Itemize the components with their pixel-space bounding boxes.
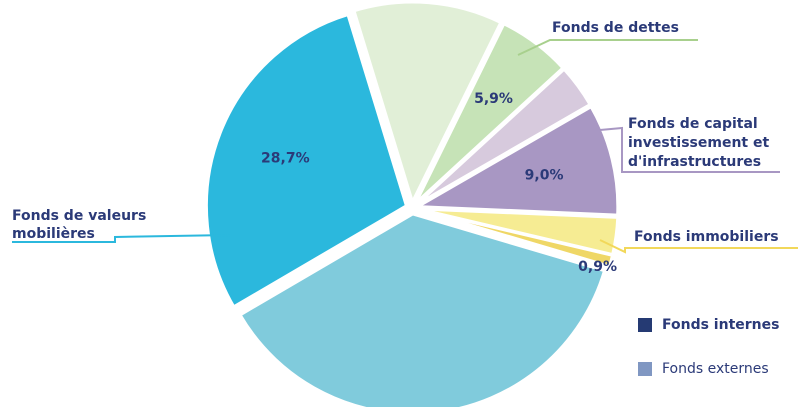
callout-line — [12, 234, 231, 243]
slice — [412, 104, 620, 217]
legend-label: Fonds externes — [662, 361, 769, 377]
legend: Fonds internes Fonds externes — [638, 317, 779, 377]
value-label: 0,9% — [578, 259, 617, 275]
slice — [238, 212, 607, 407]
slice — [417, 208, 615, 269]
value-label: 9,0% — [525, 168, 564, 184]
callout-dettes: Fonds de dettes — [517, 20, 698, 56]
legend-swatch — [638, 362, 652, 376]
slice — [415, 67, 593, 206]
callout-text: Fonds de capital — [628, 116, 758, 132]
callout-immobiliers: Fonds immobiliers — [599, 229, 798, 254]
callout-line — [599, 239, 798, 254]
callout-text: investissement et — [628, 135, 769, 151]
callout-text: Fonds immobiliers — [634, 229, 779, 245]
callout-line — [517, 39, 698, 56]
pie — [204, 0, 620, 407]
callout-text: Fonds de dettes — [552, 20, 679, 36]
callout-valeurs: Fonds de valeurs mobilières — [12, 208, 231, 243]
legend-label: Fonds internes — [662, 317, 779, 333]
slice — [414, 21, 566, 205]
callout-text: mobilières — [12, 226, 95, 242]
callout-line — [599, 126, 780, 173]
callout-capital: Fonds de capital investissement et d'inf… — [599, 116, 780, 173]
slice — [352, 0, 503, 207]
slice — [204, 12, 409, 309]
callout-text: d'infrastructures — [628, 154, 761, 170]
legend-swatch — [638, 318, 652, 332]
labels: 5,9% 9,0% 0,9% 28,7% — [261, 91, 617, 275]
value-label: 5,9% — [474, 91, 513, 107]
value-label: 28,7% — [261, 151, 310, 167]
callout-text: Fonds de valeurs — [12, 208, 146, 224]
